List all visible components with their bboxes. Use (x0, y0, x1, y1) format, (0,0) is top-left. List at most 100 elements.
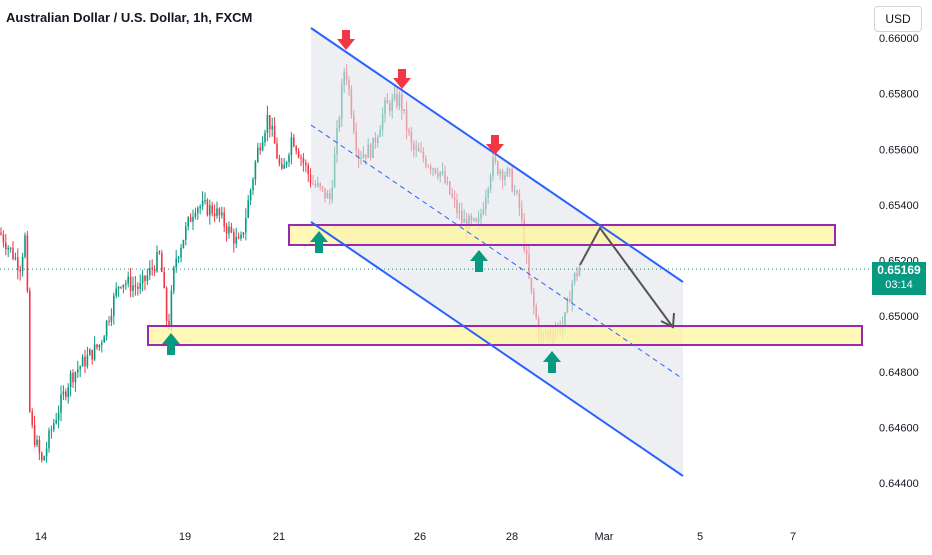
candle-body (117, 286, 120, 289)
price-tick-label: 0.65800 (879, 89, 919, 101)
candle-body (89, 349, 91, 356)
up-arrow-icon (470, 250, 488, 272)
candle-body (281, 163, 283, 169)
candle-body (141, 275, 144, 284)
candle-body (0, 232, 2, 235)
candle-body (79, 366, 81, 370)
price-tick-label: 0.64400 (879, 478, 919, 490)
candle-body (110, 315, 113, 322)
candle-body (91, 349, 93, 360)
candle-body (254, 162, 257, 180)
price-tick-label: 0.64800 (879, 367, 919, 379)
candle-body (7, 247, 9, 250)
candle-body (273, 125, 276, 144)
currency-button[interactable]: USD (874, 6, 922, 32)
candle-body (185, 226, 187, 240)
candle-body (201, 200, 204, 207)
candle-body (177, 257, 180, 259)
candle-body (62, 391, 65, 395)
candle-body (309, 174, 312, 184)
candle-body (259, 147, 261, 151)
candle-body (197, 208, 199, 213)
candle-body (192, 216, 194, 222)
candle-body (19, 269, 21, 272)
candle-body (225, 226, 228, 234)
candle-body (48, 430, 50, 449)
candle-body (211, 205, 213, 214)
up-arrow-icon (543, 351, 561, 373)
candle-body (139, 283, 141, 289)
candle-body (187, 217, 189, 227)
bar-countdown-label: 03:14 (885, 279, 913, 291)
candle-body (283, 164, 285, 169)
candle-body (161, 252, 163, 272)
candle-body (98, 344, 101, 348)
candle-body (235, 236, 237, 244)
candle-body (67, 387, 69, 397)
candle-body (105, 320, 108, 337)
candle-body (278, 158, 281, 164)
candle-body (170, 290, 173, 327)
time-tick-label: 26 (414, 531, 426, 543)
projection-path (579, 226, 673, 327)
candle-body (33, 424, 36, 445)
candle-body (300, 157, 302, 159)
candle-body (50, 429, 53, 431)
candle-body (261, 142, 264, 151)
candle-body (228, 226, 230, 234)
candle-body (125, 283, 127, 285)
candle-body (53, 423, 55, 430)
candle-body (269, 115, 271, 130)
candle-body (151, 267, 153, 269)
candle-body (302, 158, 305, 163)
time-tick-label: Mar (595, 531, 614, 543)
drawings-layer (0, 27, 870, 477)
candle-body (122, 284, 125, 288)
candle-body (129, 276, 132, 291)
candle-body (134, 285, 137, 288)
candle-body (93, 344, 96, 360)
projection-arrowhead (660, 312, 675, 329)
candle-body (69, 372, 72, 388)
candle-body (165, 288, 168, 322)
current-price-tag: 0.65169 03:14 (872, 262, 926, 295)
candle-body (43, 456, 45, 461)
candle-body (175, 258, 177, 268)
chart-title: Australian Dollar / U.S. Dollar, 1h, FXC… (6, 10, 253, 25)
candle-body (204, 200, 206, 202)
candle-body (194, 212, 197, 217)
candle-body (21, 256, 24, 272)
candle-body (237, 236, 240, 239)
candle-body (149, 267, 151, 276)
price-tick-label: 0.65600 (879, 144, 919, 156)
candle-body (295, 146, 297, 152)
candle-body (242, 232, 245, 235)
candle-body (216, 208, 218, 217)
candle-body (77, 369, 79, 373)
candle-body (144, 275, 146, 281)
candle-body (288, 155, 290, 163)
channel-upper-line (310, 27, 684, 283)
candle-body (2, 234, 5, 243)
candle-body (213, 213, 216, 217)
candle-body (223, 212, 225, 227)
current-price-label: 0.65169 (877, 263, 921, 277)
channel-midline (310, 124, 684, 380)
candle-body (285, 162, 288, 165)
candle-body (189, 217, 192, 222)
candle-body (137, 287, 139, 289)
price-tick-label: 0.65400 (879, 200, 919, 212)
candle-body (96, 344, 98, 348)
candle-body (72, 372, 74, 383)
candle-body (26, 235, 29, 291)
candle-body (9, 247, 12, 249)
down-arrow-icon (393, 69, 411, 89)
candle-body (120, 286, 122, 288)
candle-body (247, 200, 249, 218)
time-tick-label: 7 (790, 531, 796, 543)
candle-body (245, 217, 247, 233)
candle-body (218, 208, 221, 216)
candle-body (230, 226, 233, 233)
